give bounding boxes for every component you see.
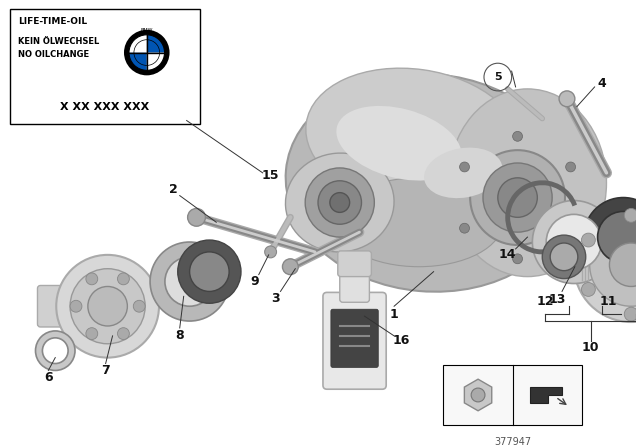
Circle shape [460, 162, 470, 172]
Text: KEIN ÖLWECHSEL: KEIN ÖLWECHSEL [18, 36, 99, 46]
Bar [444, 365, 582, 425]
Circle shape [35, 331, 75, 370]
Circle shape [70, 300, 82, 312]
Circle shape [86, 273, 98, 285]
Ellipse shape [285, 153, 394, 252]
Text: 1: 1 [390, 308, 399, 321]
Text: 6: 6 [44, 371, 52, 384]
Circle shape [165, 257, 214, 306]
Circle shape [188, 208, 205, 226]
Circle shape [498, 178, 538, 217]
Text: 10: 10 [582, 341, 600, 354]
FancyBboxPatch shape [338, 251, 371, 276]
Polygon shape [530, 387, 563, 403]
Wedge shape [147, 52, 164, 70]
Ellipse shape [306, 68, 522, 208]
Circle shape [86, 327, 98, 340]
Circle shape [178, 240, 241, 303]
Circle shape [582, 283, 595, 297]
Text: 5: 5 [494, 72, 502, 82]
Wedge shape [147, 35, 164, 52]
Circle shape [550, 243, 578, 271]
Text: 15: 15 [262, 169, 279, 182]
Text: BMW: BMW [141, 28, 153, 33]
Text: 12: 12 [536, 295, 554, 308]
FancyBboxPatch shape [38, 285, 73, 327]
Circle shape [559, 91, 575, 107]
Text: 2: 2 [170, 183, 178, 196]
Circle shape [624, 208, 638, 222]
Bar [10, 9, 200, 124]
Circle shape [532, 201, 616, 284]
Circle shape [609, 243, 640, 286]
Ellipse shape [335, 178, 503, 267]
Circle shape [589, 223, 640, 306]
Circle shape [584, 198, 640, 276]
Circle shape [70, 269, 145, 344]
Circle shape [88, 286, 127, 326]
Text: 14: 14 [499, 248, 516, 261]
Circle shape [546, 214, 602, 270]
Circle shape [56, 255, 159, 358]
Circle shape [460, 223, 470, 233]
Circle shape [513, 131, 522, 141]
Circle shape [282, 259, 298, 275]
Polygon shape [465, 379, 492, 411]
Text: 16: 16 [392, 334, 410, 347]
Circle shape [470, 150, 565, 245]
Circle shape [118, 327, 129, 340]
FancyBboxPatch shape [575, 240, 640, 284]
FancyBboxPatch shape [323, 293, 386, 389]
Circle shape [513, 254, 522, 264]
Circle shape [265, 246, 276, 258]
Circle shape [125, 31, 168, 74]
Ellipse shape [285, 74, 572, 292]
Circle shape [471, 388, 485, 402]
Circle shape [598, 211, 640, 263]
Circle shape [483, 163, 552, 232]
Text: 8: 8 [175, 329, 184, 342]
Text: 4: 4 [597, 78, 606, 90]
Circle shape [566, 162, 575, 172]
Circle shape [318, 181, 362, 224]
Ellipse shape [449, 89, 607, 276]
Circle shape [305, 168, 374, 237]
Wedge shape [129, 35, 147, 52]
Circle shape [330, 193, 349, 212]
Circle shape [624, 307, 638, 321]
FancyBboxPatch shape [340, 269, 369, 302]
Text: 7: 7 [101, 364, 110, 377]
Circle shape [566, 223, 575, 233]
Circle shape [189, 252, 229, 291]
Text: 377947: 377947 [494, 437, 531, 447]
Circle shape [574, 207, 640, 322]
FancyBboxPatch shape [331, 309, 378, 367]
Circle shape [42, 338, 68, 363]
Circle shape [582, 233, 595, 247]
Circle shape [150, 242, 229, 321]
Circle shape [542, 235, 586, 279]
Circle shape [635, 194, 640, 270]
Text: 13: 13 [548, 293, 566, 306]
Ellipse shape [424, 147, 502, 198]
Text: 11: 11 [600, 295, 617, 308]
Text: NO OILCHANGE: NO OILCHANGE [18, 50, 89, 59]
Text: 9: 9 [250, 275, 259, 288]
Ellipse shape [337, 106, 461, 181]
Text: LIFE-TIME-OIL: LIFE-TIME-OIL [18, 17, 87, 26]
Circle shape [118, 273, 129, 285]
Circle shape [133, 300, 145, 312]
Text: X XX XXX XXX: X XX XXX XXX [60, 102, 150, 112]
Text: 3: 3 [271, 292, 280, 305]
Wedge shape [129, 52, 147, 70]
